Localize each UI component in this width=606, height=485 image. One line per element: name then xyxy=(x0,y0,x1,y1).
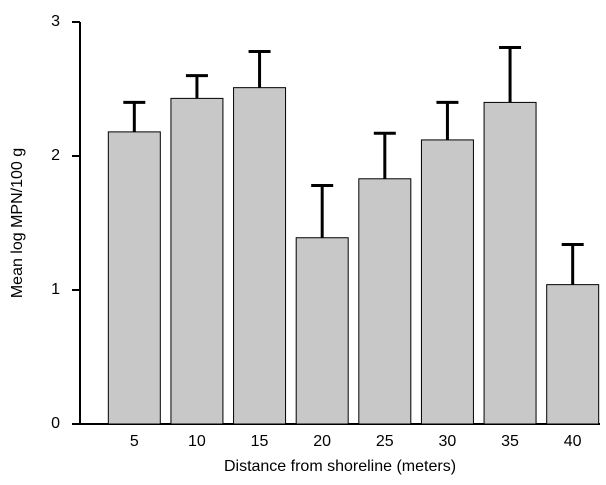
y-tick-label: 0 xyxy=(51,415,60,432)
x-tick-label: 40 xyxy=(564,433,582,450)
x-tick-label: 5 xyxy=(130,433,139,450)
bar xyxy=(420,139,474,425)
y-axis-title: Mean log MPN/100 g xyxy=(9,148,26,298)
bar xyxy=(295,237,349,425)
bar xyxy=(233,87,287,425)
x-tick-label: 25 xyxy=(376,433,394,450)
bar xyxy=(107,131,161,425)
y-tick-label: 2 xyxy=(51,147,60,164)
x-axis-title: Distance from shoreline (meters) xyxy=(224,458,456,475)
x-tick-label: 20 xyxy=(313,433,331,450)
bar xyxy=(358,178,412,425)
x-tick-label: 35 xyxy=(501,433,519,450)
bar xyxy=(546,284,600,425)
x-tick-label: 30 xyxy=(439,433,457,450)
bar xyxy=(483,101,537,425)
x-tick-label: 10 xyxy=(188,433,206,450)
y-tick-label: 1 xyxy=(51,281,60,298)
y-tick-label: 3 xyxy=(51,13,60,30)
bar xyxy=(170,97,224,425)
x-tick-label: 15 xyxy=(251,433,269,450)
